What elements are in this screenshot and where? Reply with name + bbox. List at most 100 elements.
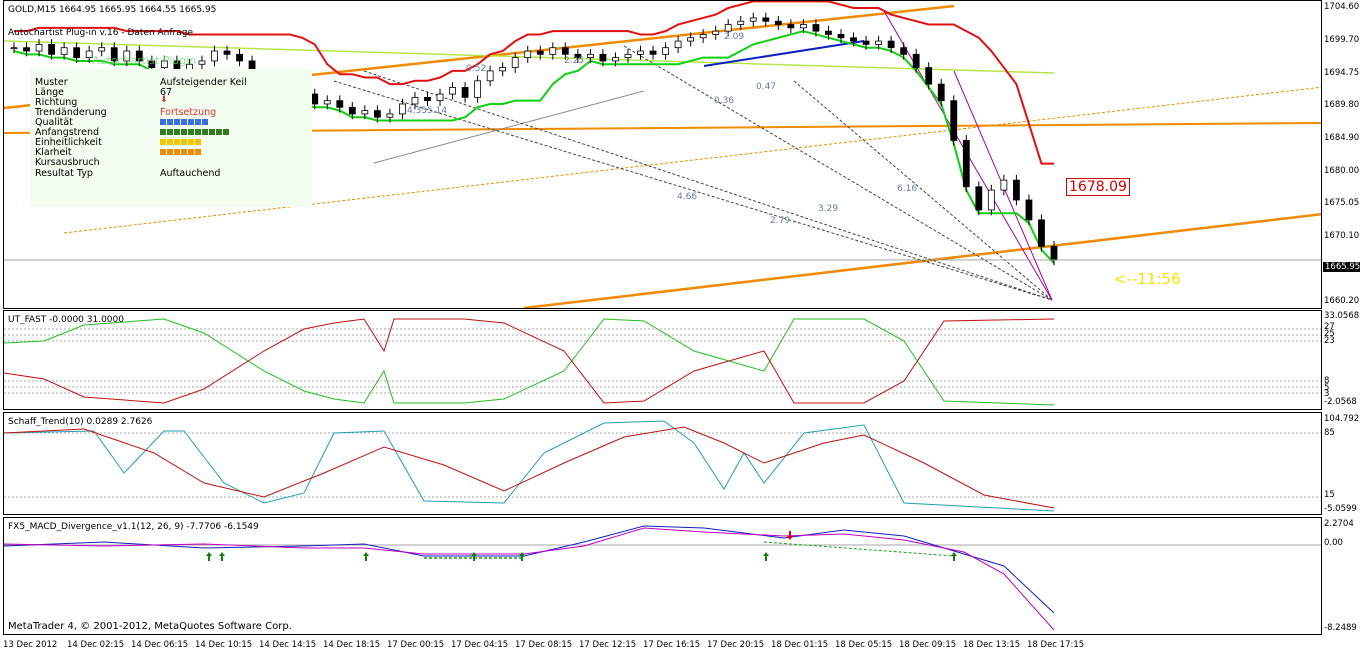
einheitlichkeit-bar xyxy=(181,139,187,145)
macd-title: FX5_MACD_Divergence_v1.1(12, 26, 9) -7.7… xyxy=(8,522,259,532)
candle-body xyxy=(110,47,118,62)
anfangstrend-bar xyxy=(167,129,173,135)
macd-tick: -8.2489 xyxy=(1324,623,1357,633)
price-tick: 1660.20 xyxy=(1324,296,1360,306)
macd-pane[interactable]: FX5_MACD_Divergence_v1.1(12, 26, 9) -7.7… xyxy=(3,517,1322,635)
candle-body xyxy=(386,113,394,118)
candle-body xyxy=(1000,179,1008,191)
up-arrow-icon xyxy=(519,552,525,561)
candle-body xyxy=(223,50,231,55)
fib-label: 0.52 xyxy=(466,64,486,74)
price-tick: 1684.90 xyxy=(1324,133,1360,143)
info-label-richtung: Richtung xyxy=(35,97,78,108)
candle-body xyxy=(148,60,156,68)
qualitaet-bar xyxy=(181,119,187,125)
candle-body xyxy=(536,50,544,55)
projection-line xyxy=(63,86,1321,234)
price-tick: 1680.00 xyxy=(1324,166,1360,176)
macd-axis: 2.2704 0.00 -8.2489 xyxy=(1322,517,1360,635)
candle-body xyxy=(987,189,995,211)
klarheit-bar xyxy=(188,149,194,155)
candle-body xyxy=(549,47,557,55)
candle-body xyxy=(399,103,406,115)
copyright: MetaTrader 4, © 2001-2012, MetaQuotes So… xyxy=(8,621,292,632)
candle-body xyxy=(424,96,431,102)
info-label-qualitaet: Qualität xyxy=(35,117,73,128)
candle-body xyxy=(599,53,607,62)
candle-body xyxy=(474,80,482,98)
klarheit-bar xyxy=(167,149,173,155)
macd-signal-line xyxy=(4,527,1055,631)
info-label-laenge: Länge xyxy=(35,87,65,98)
grey-trend-line xyxy=(373,90,645,164)
symbol-line: GOLD,M15 1664.95 1665.95 1664.55 1665.95 xyxy=(8,5,217,15)
candle-body xyxy=(699,34,707,39)
info-label-muster: Muster xyxy=(35,77,68,88)
schaff-cyan-line xyxy=(4,420,1055,512)
candle-body xyxy=(674,40,682,49)
schaff-axis: 104.7921 85 15 -5.0599 xyxy=(1322,412,1360,515)
candle-body xyxy=(1038,219,1045,247)
info-label-kursausbruch: Kursausbruch xyxy=(35,157,100,168)
candle-body xyxy=(323,100,331,105)
einheitlichkeit-bar xyxy=(160,139,166,145)
qualitaet-bar xyxy=(160,119,166,125)
price-tick: 1694.75 xyxy=(1324,68,1360,78)
info-label-klarheit: Klarheit xyxy=(35,147,72,158)
candle-body xyxy=(662,47,669,55)
candle-body xyxy=(499,67,507,72)
candle-body xyxy=(10,47,18,50)
candle-body xyxy=(236,53,243,62)
schaff-title: Schaff_Trend(10) 0.0289 2.7626 xyxy=(8,417,153,427)
fib-label: 4.66 xyxy=(677,192,697,202)
qualitaet-bar xyxy=(174,119,180,125)
candle-body xyxy=(524,50,532,59)
red-step-line xyxy=(14,1,1054,165)
watermark: Autochartist Plugin xyxy=(92,54,197,67)
candle-body xyxy=(85,50,93,59)
time-tick: 18 Dec 13:15 xyxy=(963,640,1021,650)
candle-body xyxy=(749,17,757,22)
up-arrow-icon xyxy=(471,552,477,561)
candle-body xyxy=(737,20,745,25)
target-price-label: 1678.09 xyxy=(1066,178,1130,196)
time-tick: 17 Dec 20:15 xyxy=(707,640,765,650)
candle-body xyxy=(373,110,381,118)
schaff-red-line xyxy=(4,426,1055,509)
fib-dash-1 xyxy=(333,80,1053,301)
anfangstrend-bar xyxy=(223,129,229,135)
price-tick: 1689.80 xyxy=(1324,100,1360,110)
time-tick: 18 Dec 17:15 xyxy=(1027,640,1085,650)
candle-body xyxy=(1013,179,1020,201)
candle-body xyxy=(900,47,908,55)
down-arrow-icon: ⬇ xyxy=(160,95,168,105)
price-tick: 1699.70 xyxy=(1324,35,1360,45)
macd-tick: 2.2704 xyxy=(1324,519,1354,529)
candle-body xyxy=(311,93,319,105)
candle-body xyxy=(123,50,131,62)
ut-tick: 8 xyxy=(1324,376,1330,386)
info-value-resultat: Auftauchend xyxy=(160,168,221,179)
anfangstrend-bar xyxy=(202,129,208,135)
candle-body xyxy=(862,40,870,45)
candle-body xyxy=(712,30,720,35)
candle-body xyxy=(160,60,168,68)
ut-fast-pane[interactable]: UT_FAST -0.0000 31.0000 xyxy=(3,310,1322,410)
info-value-fortsetzung: Fortsetzung xyxy=(160,107,217,118)
candle-body xyxy=(135,50,143,62)
autochartist-info-panel: Muster Aufsteigender Keil Länge 67 Richt… xyxy=(30,69,312,207)
candle-body xyxy=(461,87,469,98)
price-pane[interactable]: 2.09 0.52 2.25 0.36 0.47 4.66 3.29 6.16 4.35 5.14… xyxy=(3,0,1322,309)
candle-body xyxy=(875,40,882,45)
ut-tick: 5 xyxy=(1324,383,1330,393)
up-arrow-icon xyxy=(206,552,212,561)
fib-label: 0.36 xyxy=(714,96,734,106)
candle-body xyxy=(825,30,832,35)
up-arrow-icon xyxy=(363,552,369,561)
price-tick: 1670.10 xyxy=(1324,231,1360,241)
current-price-tag: 1665.95 xyxy=(1323,262,1360,272)
candle-body xyxy=(211,50,218,62)
candle-body xyxy=(1050,245,1058,261)
einheitlichkeit-bar xyxy=(195,139,201,145)
schaff-pane[interactable]: Schaff_Trend(10) 0.0289 2.7626 xyxy=(3,412,1322,515)
